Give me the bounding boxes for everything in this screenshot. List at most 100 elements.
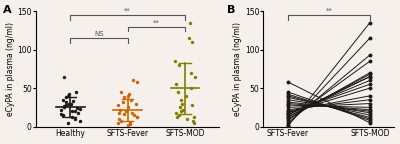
Point [130, 79, 136, 82]
Point [172, 60, 178, 62]
Point [60, 114, 66, 116]
Point [285, 112, 291, 114]
Point [285, 112, 291, 114]
Point [124, 106, 131, 109]
Point [65, 122, 71, 124]
Point [128, 98, 134, 101]
Point [285, 95, 291, 97]
Point [127, 121, 133, 123]
Point [367, 72, 373, 74]
Point [69, 116, 76, 119]
Point [178, 110, 185, 112]
Point [66, 102, 72, 105]
Point [188, 87, 194, 89]
Point [121, 96, 127, 98]
Y-axis label: eCyPA in plasma (ng/ml): eCyPA in plasma (ng/ml) [233, 22, 242, 116]
Text: NS: NS [94, 31, 104, 37]
Point [285, 91, 291, 93]
Point [285, 93, 291, 95]
Point [189, 104, 195, 106]
Point [61, 105, 67, 107]
Point [173, 83, 180, 85]
Point [367, 110, 373, 112]
Point [285, 116, 291, 119]
Point [367, 114, 373, 116]
Text: **: ** [326, 8, 332, 14]
Point [367, 116, 373, 119]
Point [367, 75, 373, 78]
Point [70, 100, 76, 102]
Point [116, 118, 122, 120]
Text: B: B [227, 5, 235, 15]
Point [57, 109, 64, 111]
Point [285, 118, 291, 120]
Point [367, 119, 373, 122]
Point [61, 75, 67, 78]
Point [63, 104, 70, 106]
Point [118, 119, 124, 122]
Point [134, 116, 140, 119]
Point [367, 83, 373, 85]
Point [126, 123, 133, 126]
Point [125, 95, 131, 97]
Point [64, 95, 71, 97]
Point [367, 112, 373, 114]
Point [367, 37, 373, 39]
Point [367, 79, 373, 82]
Point [285, 119, 291, 122]
Point [134, 81, 141, 83]
Point [179, 102, 185, 105]
Point [190, 116, 197, 119]
Point [123, 110, 130, 112]
Point [285, 96, 291, 98]
Text: **: ** [124, 8, 131, 14]
Point [285, 124, 291, 126]
Point [173, 115, 180, 118]
Point [285, 115, 291, 118]
Point [118, 91, 124, 93]
Point [77, 108, 83, 110]
Point [133, 102, 139, 105]
Point [125, 124, 131, 126]
Point [126, 93, 132, 95]
Point [120, 101, 126, 103]
Point [367, 95, 373, 97]
Text: **: ** [153, 20, 160, 26]
Point [75, 112, 81, 114]
Point [285, 109, 291, 111]
Point [74, 107, 80, 109]
Point [61, 106, 68, 109]
Point [285, 110, 291, 112]
Point [72, 110, 78, 112]
Point [183, 95, 189, 97]
Point [367, 54, 373, 56]
Point [180, 109, 186, 111]
Point [285, 81, 291, 83]
Point [367, 118, 373, 120]
Point [60, 98, 66, 101]
Point [176, 114, 182, 116]
Point [73, 91, 80, 93]
Point [116, 112, 123, 114]
Point [367, 106, 373, 109]
Point [367, 109, 373, 111]
Point [177, 98, 184, 101]
Point [115, 122, 122, 124]
Point [285, 125, 291, 127]
Point [285, 98, 291, 101]
Point [188, 41, 195, 43]
Point [120, 113, 127, 115]
Point [115, 104, 121, 106]
Point [60, 115, 66, 117]
Text: A: A [3, 5, 12, 15]
Point [76, 119, 83, 122]
Point [367, 75, 373, 78]
Point [285, 101, 291, 103]
Point [66, 93, 73, 95]
Point [285, 122, 291, 124]
Point [285, 113, 291, 115]
Point [188, 72, 194, 74]
Point [176, 64, 182, 66]
Point [367, 98, 373, 101]
Point [177, 106, 184, 109]
